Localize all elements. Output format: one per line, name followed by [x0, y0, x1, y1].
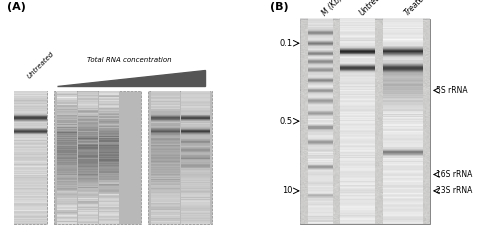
- Text: M (Kb): M (Kb): [320, 0, 344, 17]
- Bar: [300, 19, 430, 224]
- Text: Untreated: Untreated: [26, 50, 56, 79]
- Text: (B): (B): [270, 2, 288, 12]
- Text: Untreated: Untreated: [358, 0, 391, 17]
- Text: 5S rRNA: 5S rRNA: [436, 86, 468, 95]
- Text: 16S rRNA: 16S rRNA: [436, 170, 472, 179]
- Text: 0.5: 0.5: [280, 117, 292, 126]
- Text: (A): (A): [8, 2, 26, 12]
- Text: Treated: Treated: [402, 0, 429, 17]
- Polygon shape: [56, 70, 205, 86]
- Text: Total RNA concentration: Total RNA concentration: [87, 57, 172, 63]
- Bar: [14, 91, 48, 224]
- Text: 10: 10: [282, 186, 292, 195]
- Text: 0.1: 0.1: [280, 39, 292, 48]
- Text: 23S rRNA: 23S rRNA: [436, 186, 472, 195]
- Bar: [148, 91, 212, 224]
- Bar: [54, 91, 142, 224]
